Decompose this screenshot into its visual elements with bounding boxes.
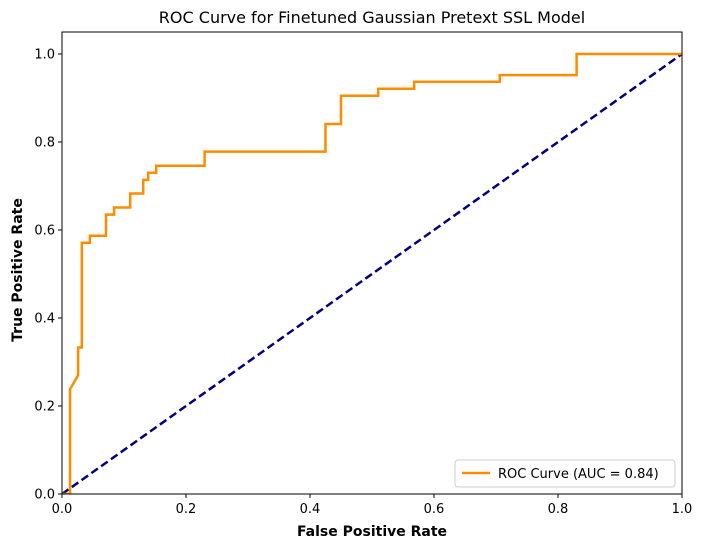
- legend-box: [454, 459, 676, 488]
- y-tick-label: 0.2: [34, 400, 55, 415]
- roc-curve-line: [62, 52, 682, 494]
- x-tick-label: 1.0: [672, 502, 693, 517]
- series-group: [62, 52, 682, 494]
- y-tick-label: 0.6: [34, 224, 55, 239]
- axes: 0.0 0.2 0.4 0.6 0.8 1.0 0.0 0.2 0.4 0.6 0.8 1.0: [34, 31, 693, 517]
- axes-frame: [61, 31, 683, 495]
- legend-label-roc: ROC Curve (AUC = 0.84): [498, 467, 659, 482]
- plot-area: [62, 52, 682, 494]
- y-tick-label: 0.8: [34, 136, 55, 151]
- x-tick-label: 0.6: [424, 502, 445, 517]
- x-tick-label: 0.0: [52, 502, 73, 517]
- x-tick-label: 0.8: [548, 502, 569, 517]
- y-axis-label: True Positive Rate: [10, 198, 26, 342]
- y-tick-label: 0.0: [34, 488, 55, 503]
- chance-line: [62, 52, 682, 494]
- x-tick-label: 0.2: [176, 502, 197, 517]
- y-tick-label: 1.0: [34, 48, 55, 63]
- x-tick-label: 0.4: [300, 502, 321, 517]
- x-axis-label: False Positive Rate: [297, 524, 447, 540]
- chart-title: ROC Curve for Finetuned Gaussian Pretext…: [159, 8, 585, 27]
- y-tick-label: 0.4: [34, 312, 55, 327]
- legend: ROC Curve (AUC = 0.84): [454, 459, 676, 488]
